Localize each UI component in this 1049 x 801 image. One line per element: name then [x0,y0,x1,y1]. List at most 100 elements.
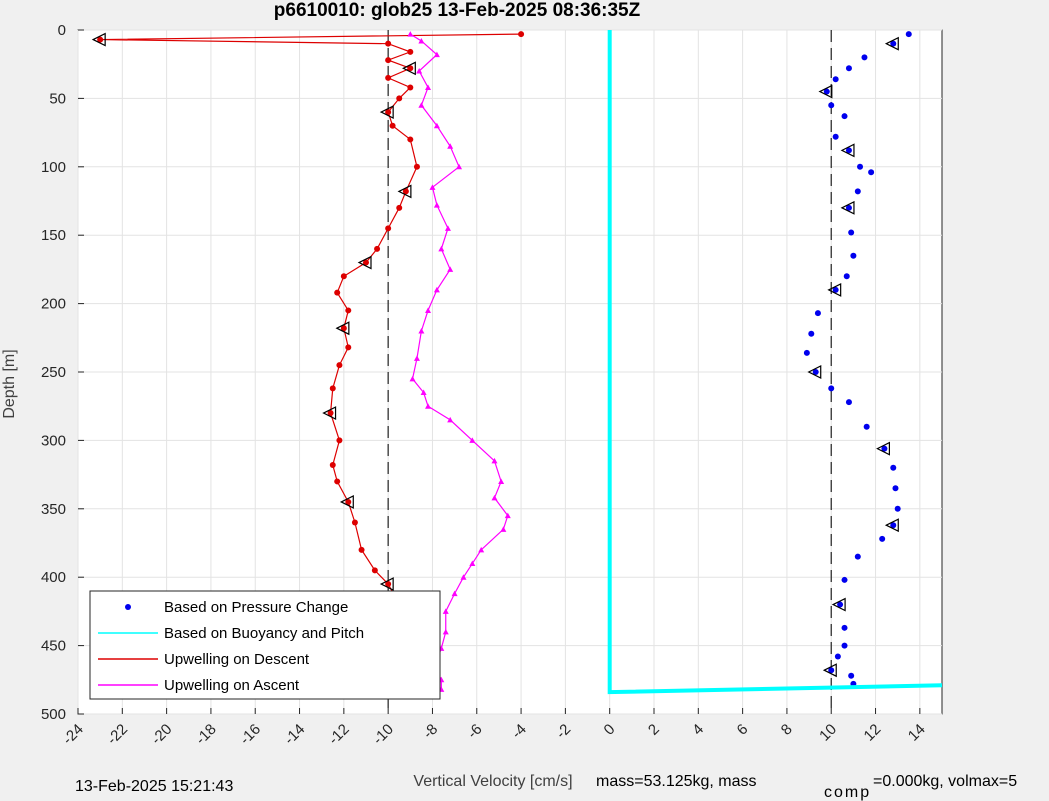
data-point [416,68,423,74]
x-axis-label: Vertical Velocity [cm/s] [413,773,572,790]
data-point [363,259,369,266]
data-point [340,325,347,332]
data-point [407,31,414,37]
y-tick-label: 150 [41,227,66,244]
data-point [336,437,343,444]
data-point [418,327,425,334]
data-point [396,95,403,102]
chart-title: p6610010: glob25 13-Feb-2025 08:36:35Z [274,0,641,21]
data-point [828,667,835,674]
triangle-marker [884,518,899,533]
legend-item-buoyancy[interactable]: Based on Buoyancy and Pitch [98,625,364,642]
data-point [823,88,830,95]
data-point [890,522,897,529]
data-point [890,464,897,471]
legend-item-pressure[interactable]: Based on Pressure Change [125,599,348,616]
triangle-marker [822,663,837,678]
data-point [444,225,451,231]
data-point [845,65,852,72]
legend-label-pressure: Based on Pressure Change [164,599,348,616]
data-point [385,581,392,588]
data-point [442,628,449,635]
data-point [828,385,835,392]
triangle-marker [91,32,106,47]
data-point [451,590,458,597]
data-point [456,163,463,170]
data-point [857,163,864,170]
data-point [841,642,848,649]
data-point [385,109,392,116]
data-point [841,576,848,583]
triangle-marker [840,143,855,158]
data-point [433,51,440,58]
data-point [374,245,381,252]
data-point [407,84,414,91]
data-point [848,229,855,236]
legend-item-ascent[interactable]: Upwelling on Ascent [98,677,300,694]
data-point [812,369,819,375]
legend[interactable]: Based on Pressure Change Based on Buoyan… [89,590,441,700]
data-point [329,385,336,392]
triangle-marker [884,36,899,51]
data-point [442,608,449,614]
triangle-marker [322,406,337,421]
series-line [607,30,943,695]
series-0 [803,31,912,687]
triangle-marker [379,105,394,120]
triangle-marker [379,577,394,592]
data-point [327,410,334,417]
data-point [345,307,352,314]
data-point [345,344,352,351]
data-point [385,74,392,81]
data-point [845,399,852,406]
data-point [861,54,868,61]
data-point [336,362,343,369]
data-point [407,48,414,55]
legend-label-descent: Upwelling on Descent [164,651,310,668]
data-point [832,133,839,140]
timestamp: 13-Feb-2025 15:21:43 [75,778,233,795]
data-series [91,30,943,695]
data-point [469,560,476,567]
y-tick-label: 400 [41,569,66,586]
mass-note-subscript: comp [824,784,871,801]
data-point [460,574,467,580]
data-point [385,57,392,64]
data-point [890,40,897,47]
data-point [518,31,525,38]
data-point [438,245,445,252]
data-point [845,147,852,154]
legend-box [89,590,441,700]
y-tick-label: 350 [41,501,66,518]
data-point [469,437,476,443]
legend-item-descent[interactable]: Upwelling on Descent [98,651,310,668]
y-tick-label: 450 [41,638,66,655]
triangle-marker [840,200,855,215]
data-point [808,330,815,337]
data-point [504,512,511,519]
data-point [834,653,841,660]
triangle-marker [876,441,890,456]
data-point [491,494,498,501]
series-line [100,33,522,687]
data-point [425,84,432,90]
data-point [396,204,403,211]
data-point [843,273,850,280]
data-point [409,375,416,382]
data-point [433,286,440,293]
legend-swatch-pressure [125,604,131,610]
data-point [837,601,844,608]
y-tick-label: 100 [41,159,66,176]
legend-label-ascent: Upwelling on Ascent [164,677,300,694]
mass-note-tail: =0.000kg, volmax=5 [873,773,1017,790]
data-point [418,102,425,108]
data-point [402,188,409,195]
series-line [409,33,509,690]
data-point [351,519,358,526]
data-point [329,462,336,469]
mass-note: mass=53.125kg, mass [596,773,757,790]
data-point [498,478,505,484]
data-point [420,389,427,396]
y-axis-label: Depth [m] [1,349,18,418]
